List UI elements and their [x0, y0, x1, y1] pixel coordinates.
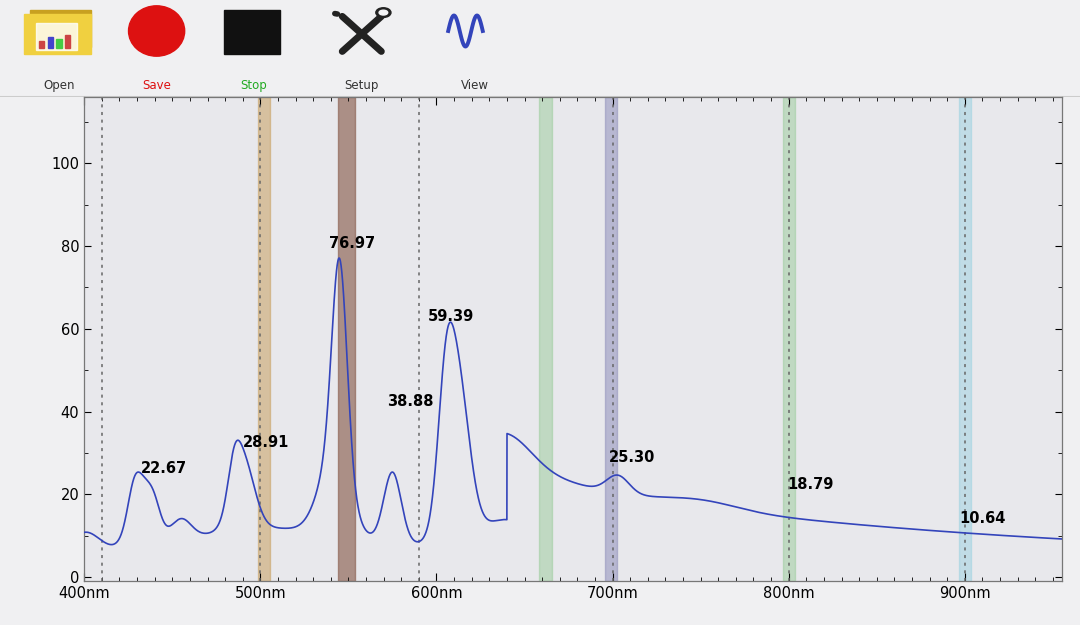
Bar — [258, 97, 270, 581]
Text: 25.30: 25.30 — [609, 450, 656, 465]
Text: 28.91: 28.91 — [243, 435, 289, 450]
Text: 22.67: 22.67 — [140, 461, 187, 476]
Bar — [783, 97, 795, 581]
Ellipse shape — [376, 8, 391, 18]
Text: 18.79: 18.79 — [787, 477, 834, 492]
Bar — [65, 35, 70, 48]
Text: Save: Save — [143, 79, 171, 92]
Bar — [36, 23, 77, 51]
Bar — [39, 41, 44, 48]
Text: 76.97: 76.97 — [329, 236, 375, 251]
Ellipse shape — [379, 10, 388, 15]
Bar — [605, 97, 617, 581]
Text: Open: Open — [43, 79, 76, 92]
Bar — [56, 39, 62, 48]
Text: Setup: Setup — [345, 79, 379, 92]
Bar — [959, 97, 971, 581]
Ellipse shape — [129, 6, 185, 56]
Bar — [224, 9, 280, 54]
Bar — [30, 9, 91, 46]
Text: View: View — [461, 79, 489, 92]
Text: 59.39: 59.39 — [428, 309, 474, 324]
Bar — [24, 14, 91, 54]
Text: 38.88: 38.88 — [387, 394, 434, 409]
Text: 10.64: 10.64 — [959, 511, 1005, 526]
Bar — [30, 18, 52, 27]
Bar — [338, 97, 355, 581]
Bar — [540, 97, 552, 581]
Text: Stop: Stop — [241, 79, 267, 92]
Bar — [48, 37, 53, 48]
